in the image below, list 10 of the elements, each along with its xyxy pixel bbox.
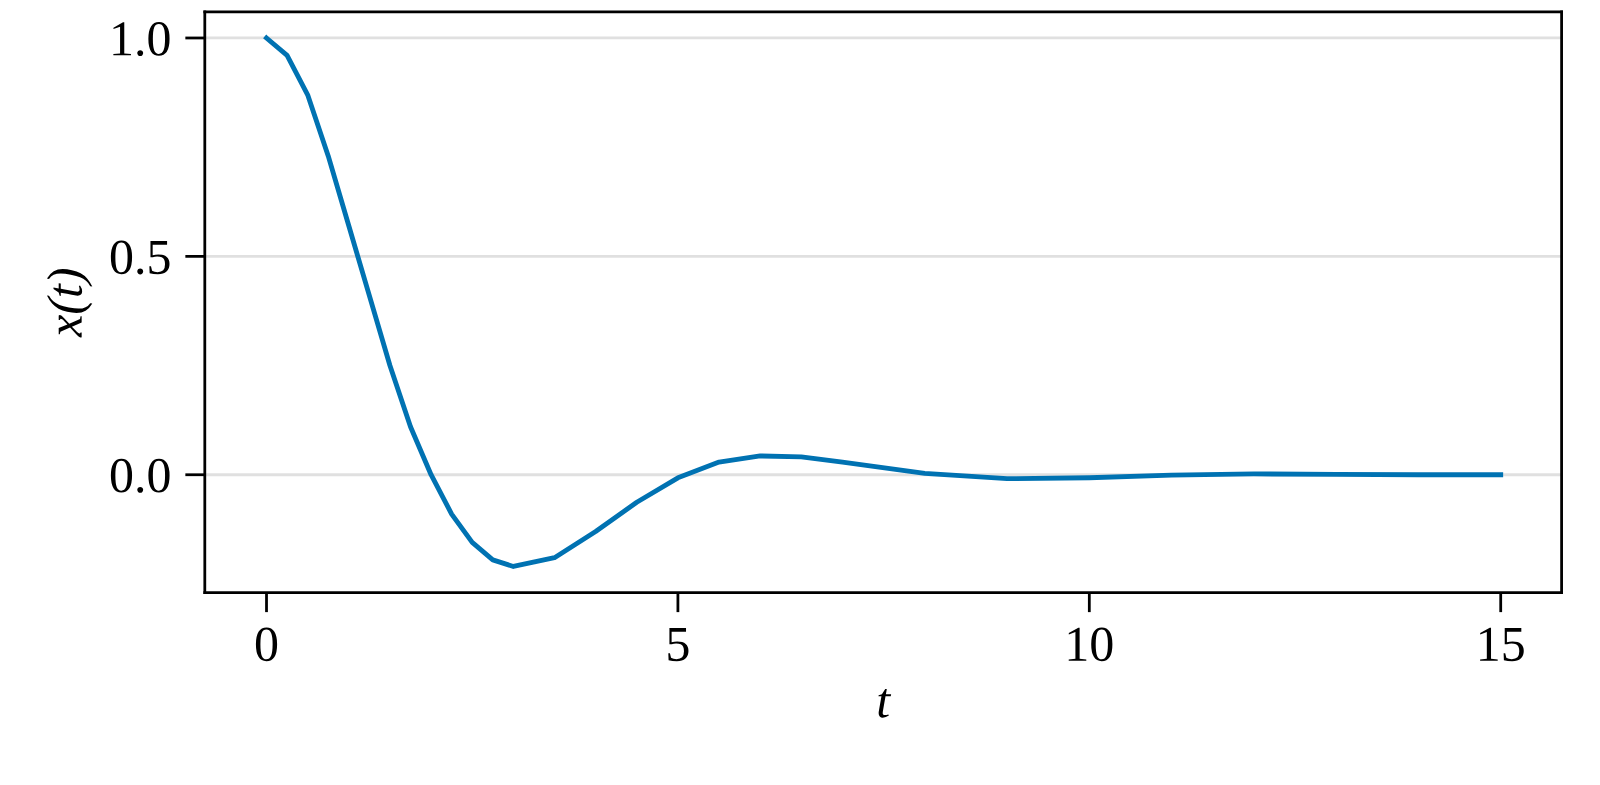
- x-tick-label: 0: [255, 627, 278, 662]
- x-tick-label: 5: [668, 627, 689, 662]
- x-tick-label: 10: [1068, 627, 1113, 662]
- x-axis-title: t: [878, 689, 892, 718]
- x-tick-label: 15: [1480, 627, 1524, 662]
- y-axis-title: x(t): [46, 269, 93, 338]
- y-tick-label: 1.0: [113, 22, 170, 57]
- line-series: [264, 35, 1504, 569]
- y-tick-label: 0.0: [110, 458, 170, 493]
- y-tick-label: 0.5: [110, 240, 170, 275]
